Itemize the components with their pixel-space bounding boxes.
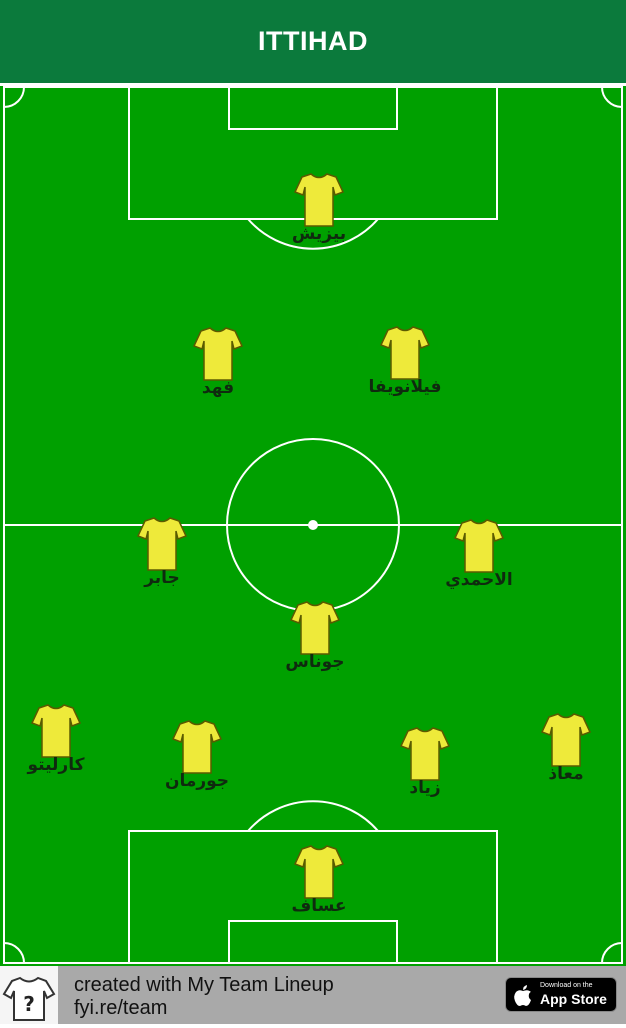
center-spot bbox=[308, 520, 318, 530]
corner-arc-bottom-left bbox=[3, 942, 25, 964]
player-3[interactable]: فيلانويفا bbox=[335, 325, 475, 397]
player-2[interactable]: فهد bbox=[148, 326, 288, 398]
player-10[interactable]: معاذ bbox=[496, 712, 626, 784]
app-badge-small: Download on the bbox=[540, 982, 593, 989]
player-name: معاذ bbox=[548, 764, 584, 784]
shirt-icon bbox=[454, 519, 504, 573]
player-1[interactable]: بيزيش bbox=[249, 172, 389, 244]
shirt-icon bbox=[380, 326, 430, 380]
player-name: جورمان bbox=[164, 771, 230, 791]
player-6[interactable]: جوناس bbox=[245, 600, 385, 672]
svg-text:?: ? bbox=[23, 992, 35, 1016]
player-8[interactable]: جورمان bbox=[127, 719, 267, 791]
shirt-icon bbox=[31, 704, 81, 758]
app-badge-big: App Store bbox=[540, 991, 607, 1007]
player-name: كارليتو bbox=[27, 755, 85, 775]
shirt-icon bbox=[137, 517, 187, 571]
player-name: فيلانويفا bbox=[368, 377, 442, 397]
shirt-icon bbox=[294, 845, 344, 899]
player-name: جابر bbox=[144, 568, 180, 588]
player-7[interactable]: كارليتو bbox=[0, 703, 126, 775]
player-name: زياد bbox=[409, 778, 441, 798]
corner-arc-top-left bbox=[3, 86, 25, 108]
shirt-icon bbox=[400, 727, 450, 781]
team-title: ITTIHAD bbox=[258, 26, 368, 56]
footer-banner[interactable]: ? created with My Team Lineup fyi.re/tea… bbox=[0, 966, 626, 1024]
player-11[interactable]: عساف bbox=[249, 844, 389, 916]
bottom-penalty-arc bbox=[247, 800, 379, 832]
player-name: الاحمدي bbox=[445, 570, 513, 590]
top-goal-area bbox=[228, 86, 398, 130]
shirt-icon bbox=[193, 327, 243, 381]
app-store-badge[interactable]: Download on the App Store bbox=[505, 977, 617, 1012]
player-name: جوناس bbox=[285, 652, 345, 672]
player-name: بيزيش bbox=[291, 224, 347, 244]
shirt-icon bbox=[290, 601, 340, 655]
app-logo: ? bbox=[0, 966, 58, 1024]
player-5[interactable]: الاحمدي bbox=[409, 518, 549, 590]
shirt-icon bbox=[541, 713, 591, 767]
corner-arc-top-right bbox=[601, 86, 623, 108]
corner-arc-bottom-right bbox=[601, 942, 623, 964]
bottom-goal-area bbox=[228, 920, 398, 964]
player-4[interactable]: جابر bbox=[92, 516, 232, 588]
header-divider bbox=[0, 83, 626, 86]
player-9[interactable]: زياد bbox=[355, 726, 495, 798]
football-pitch: بيزيش فهد فيلانويفا جابر الاحمدي جوناس ك… bbox=[0, 86, 626, 966]
footer-credit: created with My Team Lineup bbox=[74, 974, 334, 996]
footer-link[interactable]: fyi.re/team bbox=[74, 997, 168, 1019]
top-penalty-arc bbox=[247, 218, 379, 250]
app-header: ITTIHAD bbox=[0, 0, 626, 83]
apple-icon bbox=[514, 985, 531, 1006]
shirt-icon bbox=[172, 720, 222, 774]
shirt-icon bbox=[294, 173, 344, 227]
player-name: فهد bbox=[201, 378, 235, 398]
player-name: عساف bbox=[291, 896, 347, 916]
footer-text: created with My Team Lineup fyi.re/team bbox=[74, 974, 334, 1020]
question-shirt-icon: ? bbox=[2, 976, 56, 1021]
